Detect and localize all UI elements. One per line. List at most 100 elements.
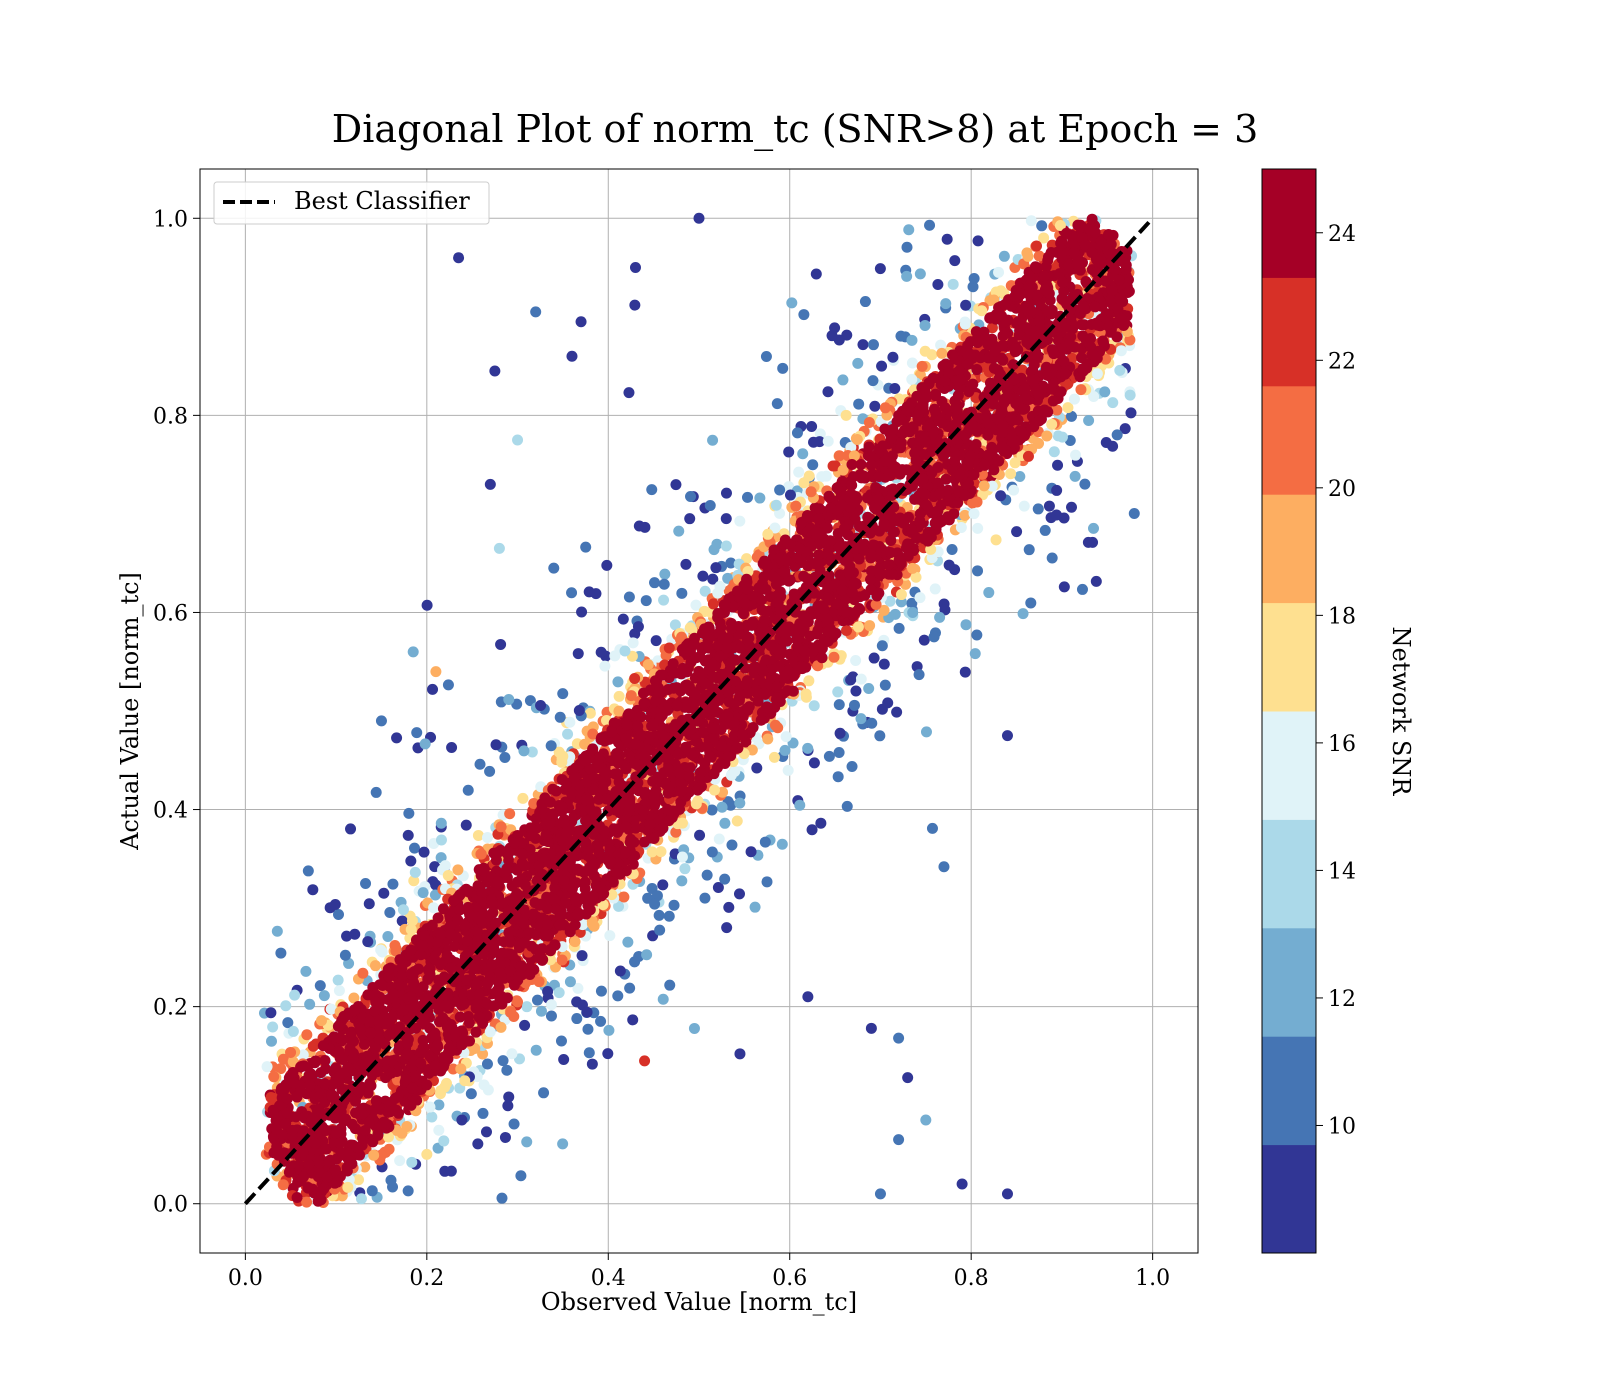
scatter-point (642, 659, 654, 671)
scatter-point (1128, 508, 1140, 520)
scatter-point (584, 707, 596, 719)
scatter-point (928, 631, 940, 643)
scatter-point (370, 786, 382, 798)
scatter-point (879, 402, 891, 414)
scatter-point (833, 450, 845, 462)
scatter-point (1051, 509, 1063, 521)
scatter-point (906, 357, 918, 369)
scatter-point (619, 645, 631, 657)
scatter-point (1091, 368, 1103, 380)
scatter-point (632, 621, 644, 633)
scatter-point (481, 1058, 493, 1070)
scatter-point (1046, 552, 1058, 564)
scatter-point (726, 839, 738, 851)
scatter-point (1025, 597, 1037, 609)
scatter-point (1066, 501, 1078, 513)
scatter-point (771, 398, 783, 410)
scatter-point (920, 726, 932, 738)
scatter-point (428, 902, 440, 914)
scatter-point (697, 570, 709, 582)
scatter-point (406, 1156, 418, 1168)
scatter-point (777, 362, 789, 374)
scatter-point (564, 716, 576, 728)
scatter-point (1038, 232, 1050, 244)
scatter-point (282, 1017, 294, 1029)
scatter-point (808, 436, 820, 448)
scatter-point (807, 459, 819, 471)
scatter-point (285, 1046, 297, 1058)
scatter-point (934, 611, 946, 623)
scatter-point (725, 557, 737, 569)
scatter-point (566, 587, 578, 599)
scatter-point (641, 949, 653, 961)
scatter-point (369, 960, 381, 972)
scatter-point (297, 1049, 309, 1061)
scatter-point (1046, 418, 1058, 430)
scatter-point (277, 1179, 289, 1191)
scatter-point (291, 1192, 303, 1204)
scatter-point (651, 890, 663, 902)
scatter-point (376, 946, 388, 958)
scatter-point (571, 1013, 583, 1025)
scatter-point (723, 901, 735, 913)
scatter-point (477, 1048, 489, 1060)
scatter-point (433, 1124, 445, 1136)
scatter-point (612, 676, 624, 688)
scatter-point (480, 1126, 492, 1138)
scatter-point (495, 1021, 507, 1033)
scatter-point (829, 322, 841, 334)
scatter-point (940, 473, 952, 485)
scatter-point (318, 990, 330, 1002)
scatter-point (706, 804, 718, 816)
scatter-point (301, 1196, 313, 1208)
scatter-point (408, 842, 420, 854)
scatter-point (357, 967, 369, 979)
scatter-point (901, 270, 913, 282)
scatter-point (654, 924, 666, 936)
scatter-point (1100, 436, 1112, 448)
scatter-point (455, 1063, 467, 1075)
scatter-point (959, 318, 971, 330)
scatter-point (499, 1131, 511, 1143)
scatter-point (302, 865, 314, 877)
scatter-point (924, 219, 936, 231)
scatter-point (734, 515, 746, 527)
scatter-point (526, 746, 538, 758)
scatter-point (832, 686, 844, 698)
scatter-point (442, 869, 454, 881)
scatter-point (787, 737, 799, 749)
scatter-point (901, 241, 913, 253)
scatter-point (935, 339, 947, 351)
scatter-point (701, 869, 713, 881)
scatter-point (603, 1024, 615, 1036)
scatter-point (366, 1185, 378, 1197)
scatter-point (913, 669, 925, 681)
scatter-point (556, 756, 568, 768)
scatter-point (864, 620, 876, 632)
scatter-point (432, 912, 444, 924)
scatter-point (307, 884, 319, 896)
scatter-point (418, 846, 430, 858)
scatter-point (405, 855, 417, 867)
scatter-point (587, 728, 599, 740)
scatter-point (332, 909, 344, 921)
scatter-point (1047, 395, 1059, 407)
scatter-point (581, 1006, 593, 1018)
scatter-point (749, 901, 761, 913)
scatter-point (576, 606, 588, 618)
scatter-point (339, 949, 351, 961)
scatter-point (712, 587, 724, 599)
scatter-point (382, 1131, 394, 1143)
scatter-point (1018, 500, 1030, 512)
scatter-point (532, 994, 544, 1006)
scatter-point (755, 714, 767, 726)
scatter-point (501, 1064, 513, 1076)
scatter-point (837, 374, 849, 386)
scatter-point (402, 829, 414, 841)
scatter-point (484, 1026, 496, 1038)
scatter-point (521, 1001, 533, 1013)
scatter-point (362, 1087, 374, 1099)
scatter-point (914, 369, 926, 381)
scatter-point (545, 954, 557, 966)
scatter-point (1023, 544, 1035, 556)
